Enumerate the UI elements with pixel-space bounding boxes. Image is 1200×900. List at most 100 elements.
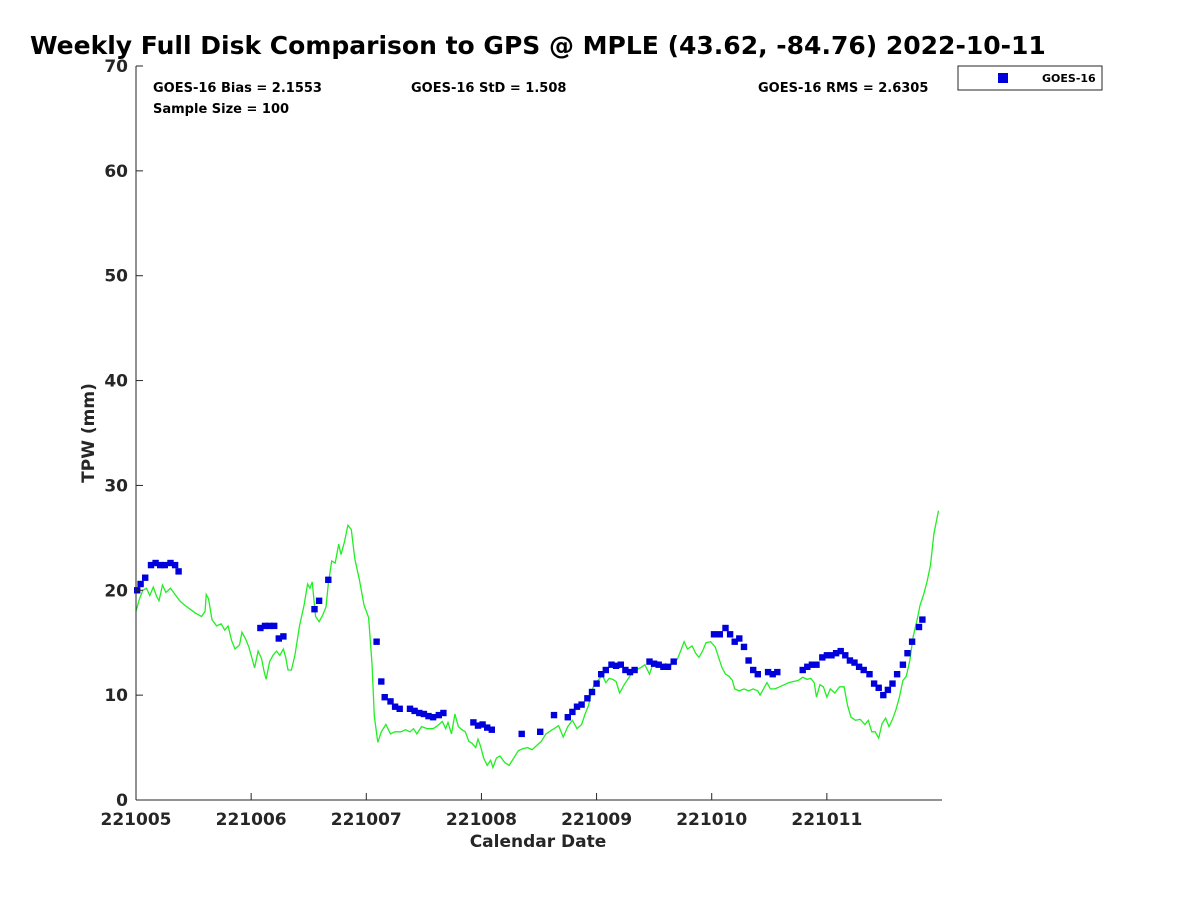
goes-16-point — [429, 714, 437, 721]
goes-16-point — [137, 580, 144, 588]
goes-16-point — [280, 633, 287, 640]
goes-16-point — [147, 561, 155, 569]
goes-16-point — [842, 652, 849, 659]
goes-16-point — [474, 722, 482, 729]
gps-series — [135, 510, 940, 770]
x-axis-label: Calendar Date — [470, 832, 607, 852]
goes-16-point — [860, 666, 867, 674]
goes-16-point — [564, 714, 571, 721]
goes-16-point — [373, 638, 380, 645]
goes-16-point — [612, 662, 620, 669]
goes-16-point — [908, 638, 916, 645]
gps-line — [135, 510, 940, 770]
goes-16-point — [608, 661, 615, 668]
goes-16-point — [875, 684, 882, 691]
goes-16-point — [851, 659, 858, 666]
goes-16-point — [325, 576, 332, 583]
goes-16-point — [736, 635, 743, 642]
goes-16-point — [846, 657, 854, 664]
y-tick-label-10: 10 — [104, 686, 128, 706]
goes-16-point — [152, 559, 159, 567]
goes-16-point — [391, 703, 399, 710]
goes-16-point — [425, 712, 432, 720]
goes-16-point — [769, 671, 776, 678]
goes-16-point — [754, 671, 761, 678]
goes-16-point — [660, 663, 667, 670]
goes-16-point — [919, 616, 926, 623]
goes-16-point — [378, 678, 385, 685]
goes-16-point — [157, 561, 164, 569]
y-tick-label-40: 40 — [104, 372, 128, 392]
goes-16-point — [142, 574, 149, 581]
goes-16-point — [167, 559, 174, 567]
legend-goes-16-swatch — [998, 73, 1008, 83]
goes-16-point — [837, 647, 844, 655]
goes-16-point — [808, 661, 816, 668]
goes-16-point — [880, 691, 887, 699]
goes-16-point — [266, 622, 273, 630]
goes-16-point — [710, 631, 718, 638]
goes-16-point — [870, 680, 878, 687]
y-tick-label-30: 30 — [104, 476, 128, 496]
goes-16-point — [420, 710, 428, 718]
goes-16-series — [134, 559, 926, 738]
legend-goes-16-label: GOES-16 — [1042, 72, 1096, 85]
y-tick-label-70: 70 — [104, 57, 128, 77]
goes-16-point — [518, 730, 525, 738]
goes-16-point — [631, 666, 638, 674]
goes-16-point — [745, 657, 752, 664]
y-axis-ticks: 0 10 20 30 40 50 60 70 — [104, 57, 143, 811]
goes-16-point — [726, 631, 734, 638]
goes-16-point — [904, 650, 911, 657]
goes-16-point — [435, 711, 442, 719]
goes-16-point — [823, 652, 831, 659]
goes-16-point — [257, 624, 264, 632]
goes-16-point — [550, 711, 558, 719]
legend-box — [957, 65, 1103, 91]
goes-16-point — [750, 666, 757, 674]
goes-16-point — [893, 671, 901, 678]
goes-16-point — [884, 686, 892, 694]
goes-16-point — [175, 568, 182, 575]
goes-16-point — [764, 668, 772, 676]
x-tick-label-221011: 221011 — [791, 810, 862, 830]
y-tick-label-0: 0 — [116, 791, 128, 811]
goes-16-point — [440, 709, 447, 717]
goes-16-point — [315, 597, 323, 604]
goes-16-point — [664, 663, 672, 670]
goes-16-point — [819, 654, 826, 661]
goes-16-point — [470, 719, 477, 726]
plot-area: 0 10 20 30 40 50 60 70 221005 221006 221007 221008… — [101, 57, 942, 830]
sample-size-stat: Sample Size = 100 — [153, 102, 289, 117]
chart-title: Weekly Full Disk Comparison to GPS @ MPL… — [30, 31, 1046, 60]
legend: GOES-16 — [957, 65, 1103, 91]
goes-16-point — [387, 698, 394, 705]
x-tick-label-221009: 221009 — [561, 810, 632, 830]
goes-16-point — [161, 561, 168, 569]
goes-16-point — [622, 666, 629, 674]
goes-16-point — [411, 707, 418, 715]
goes-16-point — [588, 688, 596, 696]
goes-16-point — [670, 658, 677, 665]
goes-16-point — [832, 650, 840, 657]
x-axis-ticks: 221005 221006 221007 221008 221009 221010 2210… — [101, 793, 862, 830]
goes-16-point — [799, 666, 806, 674]
y-axis-label: TPW (mm) — [79, 383, 99, 483]
goes-16-point — [889, 680, 896, 687]
x-tick-label-221008: 221008 — [446, 810, 517, 830]
goes-16-point — [598, 671, 605, 678]
goes-16-point — [584, 695, 591, 702]
goes-16-point — [813, 661, 820, 668]
goes-16-point — [650, 660, 658, 667]
goes-16-point — [646, 658, 653, 665]
x-tick-label-221005: 221005 — [101, 810, 172, 830]
goes-16-point — [275, 635, 282, 642]
goes-16-point — [416, 709, 423, 717]
goes-16-point — [381, 694, 388, 701]
goes-16-point — [484, 724, 491, 731]
goes-16-point — [578, 701, 585, 708]
y-tick-label-50: 50 — [104, 267, 128, 287]
goes-16-point — [406, 705, 414, 712]
std-stat: GOES-16 StD = 1.508 — [411, 81, 566, 96]
